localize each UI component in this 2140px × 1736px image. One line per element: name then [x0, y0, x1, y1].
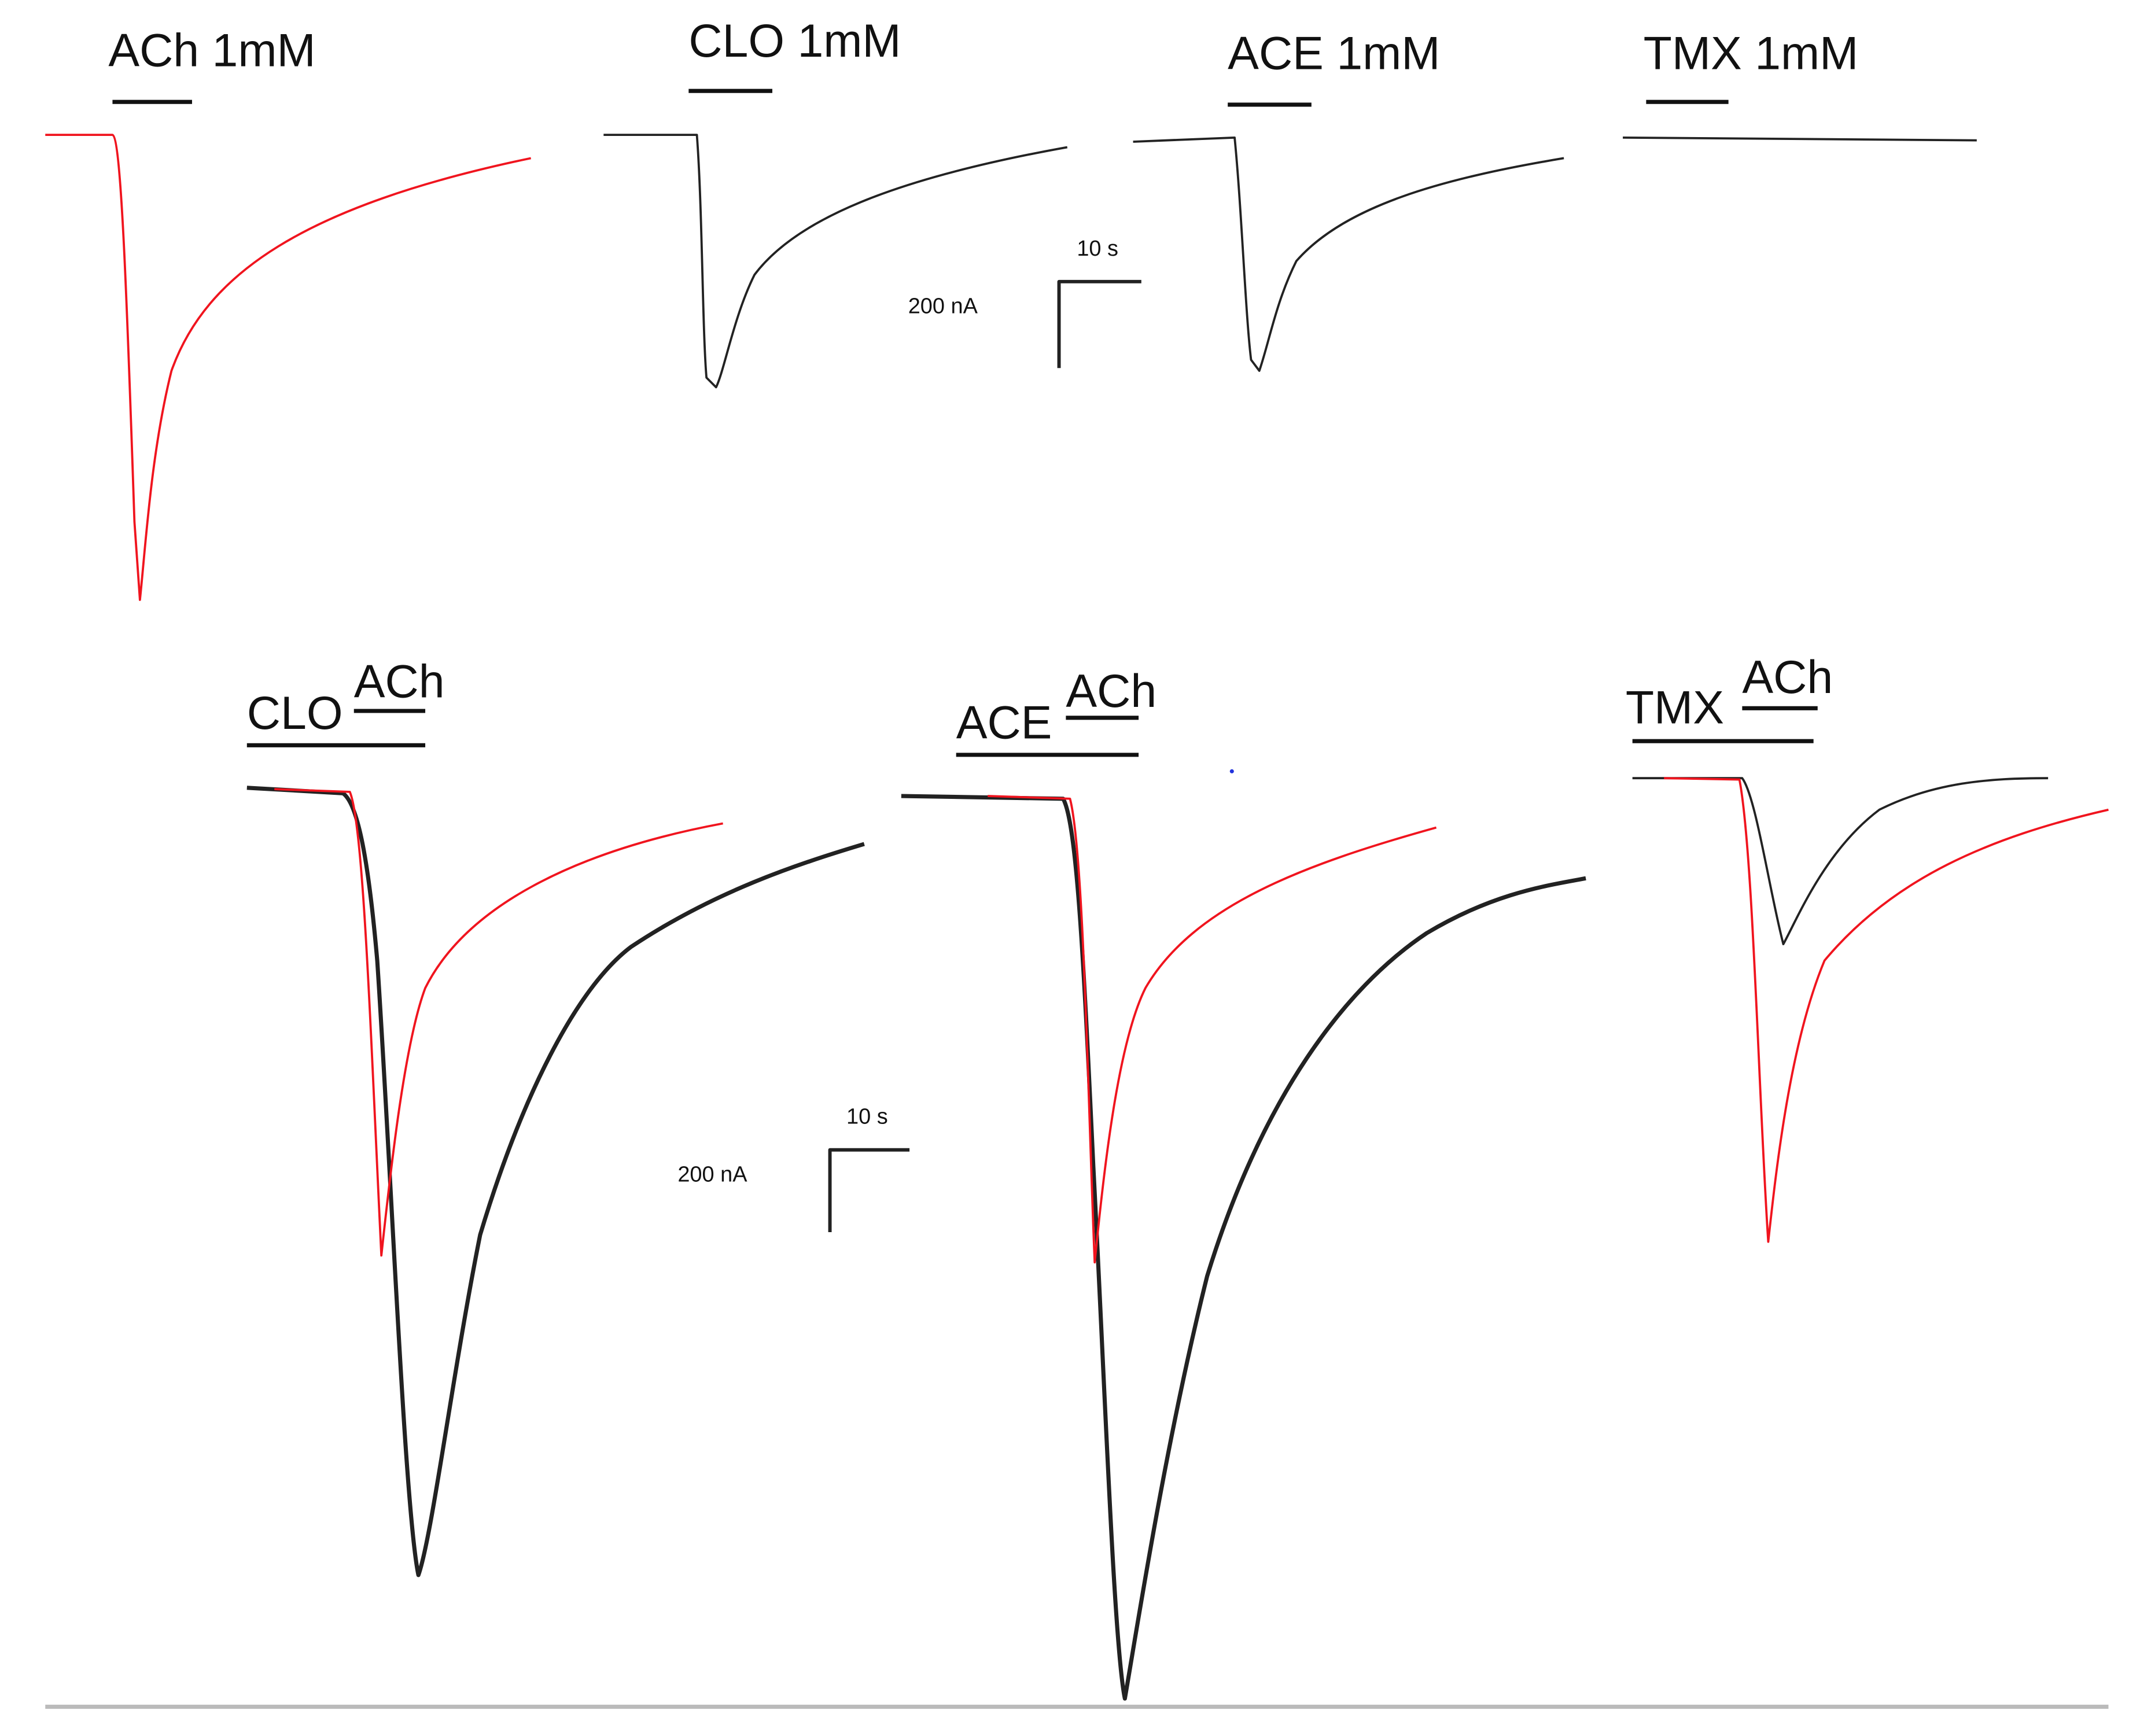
panel-label: TMX [1626, 681, 1724, 734]
scale-time: 10 s [846, 1105, 888, 1129]
panel-label: TMX 1mM [1644, 27, 1859, 79]
scale-bar [828, 1148, 910, 1233]
panel-label: ACE 1mM [1228, 27, 1440, 79]
panel-label: ACh 1mM [108, 25, 315, 77]
scale-current: 200 nA [908, 294, 978, 318]
scale-bar [1057, 279, 1141, 368]
trace [901, 794, 1586, 1701]
panel-label: ACh [1742, 651, 1833, 703]
trace [45, 134, 532, 601]
trace [1664, 777, 2109, 1243]
scale-current: 200 nA [677, 1162, 747, 1186]
panel-label: CLO 1mM [688, 15, 901, 67]
trace [603, 134, 1068, 389]
trace [246, 786, 865, 1577]
trace [1133, 136, 1564, 372]
trace [988, 795, 1437, 1264]
panel-label: ACE [956, 696, 1052, 749]
panel-label: CLO [247, 687, 343, 739]
trace [274, 788, 723, 1257]
dot [1229, 769, 1234, 773]
scale-time: 10 s [1077, 237, 1118, 261]
panel-label: ACh [1066, 665, 1156, 717]
trace [1623, 136, 1977, 142]
trace [1632, 777, 2049, 945]
panel-label: ACh [354, 655, 445, 707]
